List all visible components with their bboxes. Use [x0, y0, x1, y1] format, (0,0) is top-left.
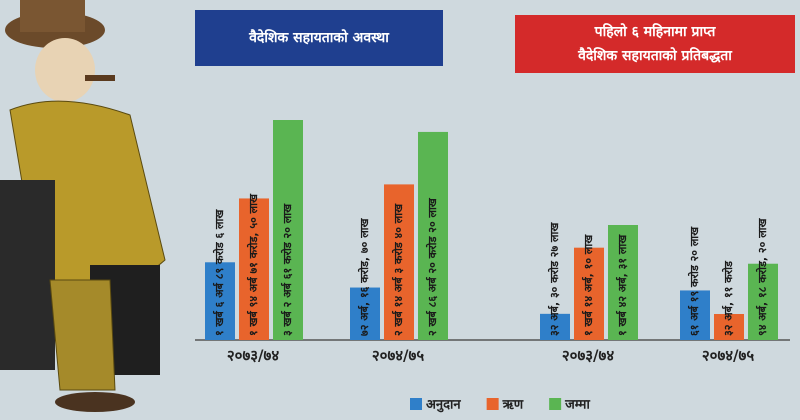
legend-swatch	[410, 398, 422, 410]
bar	[273, 120, 303, 340]
title-box	[195, 10, 443, 66]
bar	[350, 287, 380, 340]
value-label: १ खर्ब १४ अर्ब, १० लाख	[581, 234, 595, 336]
legend-label: जम्मा	[564, 398, 590, 413]
x-tick-label: २०७३/७४	[562, 347, 614, 365]
value-label: २ खर्ब ८६ अर्ब २० करोड २० लाख	[425, 197, 439, 336]
legend-swatch	[549, 398, 562, 410]
bar	[574, 247, 604, 340]
value-label: १ खर्ब ९४ अर्ब ७१ करोड, ५० लाख	[246, 193, 260, 336]
bar	[540, 313, 570, 340]
chart-title: पहिलो ६ महिनामा प्राप्त वैदेशिक सहायताको …	[577, 23, 733, 64]
value-label: ३२ अर्ब, ३० करोड २७ लाख	[547, 222, 561, 336]
legend-label: ऋण	[502, 398, 524, 413]
x-tick-label: २०७३/७४	[227, 347, 279, 365]
bar	[748, 263, 778, 340]
cartoon-man	[0, 0, 166, 412]
legend-swatch	[486, 398, 499, 410]
value-label: ३ खर्ब २ अर्ब ६१ करोड २० लाख	[280, 203, 294, 336]
bar	[680, 290, 710, 340]
x-tick-label: २०७४/७५	[372, 347, 424, 365]
value-label: ३२ अर्ब, ११ करोड	[721, 260, 735, 336]
value-label: २ खर्ब १४ अर्ब ३ करोड ४० लाख	[391, 203, 405, 336]
value-label: ९४ अर्ब, १८ करोड, २० लाख	[755, 218, 769, 336]
bar	[384, 184, 414, 340]
value-label: १ खर्ब ६ अर्ब ८९ करोड ६ लाख	[212, 209, 226, 336]
value-label: ६१ अर्ब १९ करोड २० लाख	[687, 226, 701, 336]
title-box	[515, 15, 795, 73]
value-label: ७२ अर्ब, १६ करोड, ७० लाख	[357, 218, 371, 336]
legend-label: अनुदान	[426, 398, 461, 413]
bar	[418, 131, 448, 340]
value-label: १ खर्ब ४२ अर्ब, ३१ लाख	[615, 234, 629, 336]
x-tick-label: २०७४/७५	[702, 347, 754, 365]
bar	[239, 198, 269, 340]
bar	[714, 313, 744, 340]
bar	[608, 225, 638, 340]
chart-title: वैदेशिक सहायताको अवस्था	[248, 29, 390, 46]
bar	[205, 262, 235, 340]
